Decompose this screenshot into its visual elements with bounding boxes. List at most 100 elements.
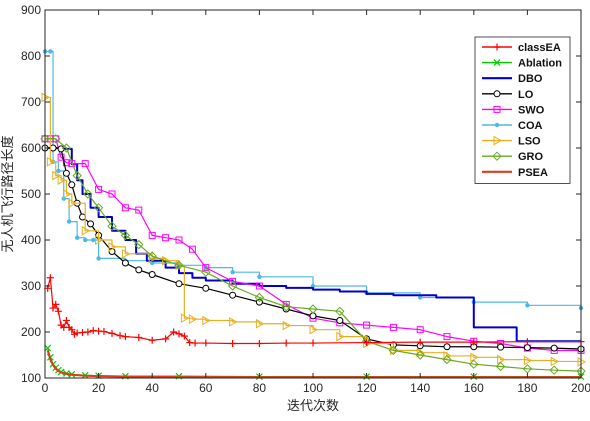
- x-tick-label: 60: [199, 381, 213, 395]
- legend-item-psea: PSEA: [482, 167, 548, 179]
- x-tick-label: 20: [92, 381, 106, 395]
- data-point-triangle: [62, 189, 72, 199]
- data-point-diamond: [549, 365, 559, 375]
- y-tick-label: 900: [21, 3, 41, 17]
- data-point-triangle: [68, 198, 77, 209]
- data-point-square: [162, 234, 170, 242]
- legend-item-lso: LSO: [482, 136, 541, 148]
- data-point-dot: [66, 219, 72, 224]
- data-point-diamond: [174, 260, 184, 271]
- data-point-square: [443, 333, 451, 341]
- data-point-diamond: [388, 345, 399, 356]
- legend-label: GRO: [518, 151, 544, 163]
- data-point-square: [175, 236, 183, 244]
- data-point-circle: [175, 280, 183, 288]
- data-point-diamond: [254, 292, 265, 303]
- x-tick-label: 160: [464, 381, 484, 395]
- data-point-circle: [148, 271, 156, 278]
- data-point-plus: [148, 336, 156, 344]
- data-point-plus: [416, 338, 424, 346]
- legend-item-gro: GRO: [482, 151, 544, 163]
- data-point-diamond: [442, 354, 452, 365]
- data-point-circle: [68, 181, 76, 189]
- data-point-dot: [230, 270, 235, 275]
- data-point-circle: [62, 169, 70, 177]
- data-point-plus: [523, 338, 531, 346]
- series-classea: [44, 274, 585, 347]
- data-point-diamond: [107, 221, 117, 231]
- y-tick-label: 800: [21, 49, 41, 63]
- data-point-diamond: [492, 151, 502, 161]
- data-point-triangle: [497, 354, 506, 365]
- series-line: [45, 96, 582, 363]
- data-point-x: [44, 344, 52, 352]
- data-point-diamond: [495, 361, 506, 372]
- data-point-x: [493, 59, 501, 67]
- legend-label: LO: [518, 89, 534, 101]
- data-point-triangle: [550, 356, 560, 367]
- data-point-circle: [121, 259, 129, 267]
- data-point-triangle: [255, 318, 265, 329]
- data-point-diamond: [227, 281, 238, 291]
- data-point-plus: [175, 330, 183, 338]
- data-point-circle: [202, 284, 210, 292]
- data-point-square: [416, 326, 424, 334]
- data-point-triangle: [229, 317, 238, 327]
- data-point-diamond: [51, 134, 61, 144]
- x-tick-label: 140: [410, 381, 430, 395]
- data-point-dot: [56, 168, 61, 174]
- data-point-plus: [170, 328, 178, 336]
- data-point-square: [108, 190, 116, 198]
- data-point-diamond: [308, 304, 318, 314]
- data-point-diamond: [120, 230, 131, 241]
- data-point-triangle: [121, 248, 131, 259]
- data-point-circle: [550, 344, 558, 352]
- data-point-square: [188, 245, 196, 253]
- data-point-circle: [309, 312, 317, 320]
- data-point-square: [135, 206, 143, 214]
- data-point-square: [229, 277, 237, 285]
- legend-item-coa: COA: [482, 120, 543, 132]
- x-tick-label: 80: [253, 381, 267, 395]
- data-point-plus: [363, 339, 371, 347]
- data-point-diamond: [281, 301, 291, 312]
- x-axis-label: 迭代次数: [287, 398, 339, 414]
- data-point-plus: [470, 338, 478, 346]
- series-lso: [41, 92, 587, 367]
- data-point-diamond: [147, 251, 157, 261]
- data-point-plus: [135, 334, 143, 342]
- data-point-triangle: [470, 352, 479, 363]
- data-point-triangle: [188, 314, 198, 324]
- data-point-circle: [497, 343, 505, 351]
- data-point-plus: [100, 328, 108, 336]
- data-point-square: [363, 321, 371, 329]
- series-gro: [40, 134, 586, 376]
- legend: classEA Ablation DBO LO SWO COA LSO GRO PSEA: [474, 36, 571, 184]
- data-point-plus: [108, 329, 116, 337]
- data-point-plus: [493, 43, 501, 51]
- data-point-diamond: [134, 239, 144, 250]
- legend-item-lo: LO: [482, 89, 534, 101]
- data-point-plus: [62, 317, 70, 324]
- legend-label: Ablation: [518, 58, 562, 70]
- data-point-triangle: [493, 135, 503, 146]
- data-point-plus: [46, 274, 54, 282]
- data-point-dot: [83, 237, 88, 243]
- data-point-triangle: [175, 260, 185, 271]
- legend-box: [474, 36, 571, 184]
- data-point-plus: [282, 339, 290, 347]
- data-point-dot: [418, 295, 423, 300]
- data-point-triangle: [81, 225, 91, 236]
- data-point-plus: [116, 332, 124, 340]
- data-point-triangle: [162, 255, 171, 266]
- data-point-dot: [150, 260, 155, 266]
- legend-label: SWO: [518, 104, 545, 116]
- legend-item-swo: SWO: [482, 104, 545, 116]
- data-point-dot: [91, 237, 96, 243]
- data-point-square: [62, 159, 70, 167]
- data-point-square: [389, 323, 397, 331]
- data-point-circle: [135, 266, 143, 274]
- y-tick-label: 700: [21, 95, 41, 109]
- data-point-triangle: [180, 313, 190, 324]
